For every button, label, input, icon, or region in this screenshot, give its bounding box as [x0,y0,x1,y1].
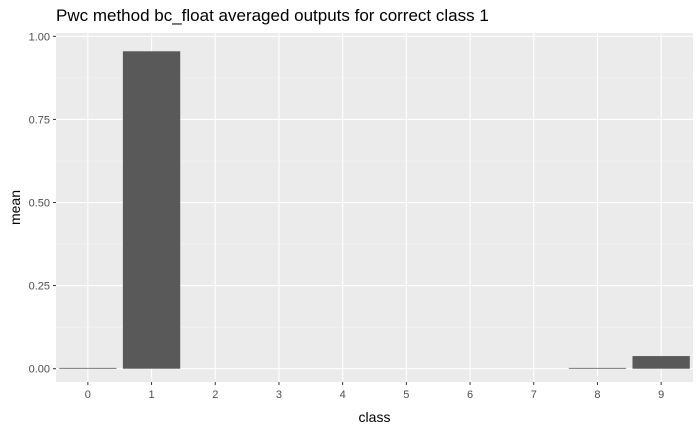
x-tick-label: 6 [467,389,473,401]
y-axis-title: mean [7,190,23,225]
bar-class-8 [568,367,627,369]
y-tick-label: 0.75 [29,114,50,126]
x-tick-label: 4 [340,389,346,401]
x-axis-title: class [359,409,391,425]
bar-class-1 [122,51,181,369]
bars [59,51,690,369]
bar-class-9 [632,356,690,369]
x-tick-label: 9 [658,389,664,401]
x-tick-label: 1 [148,389,154,401]
x-tick-label: 2 [212,389,218,401]
y-tick-label: 0.00 [29,364,50,376]
y-axis: 0.00 0.25 0.50 0.75 1.00 [29,31,56,376]
x-tick-label: 7 [531,389,537,401]
bar-class-0 [59,367,117,369]
x-tick-label: 3 [276,389,282,401]
y-tick-label: 1.00 [29,31,50,43]
x-tick-label: 0 [85,389,91,401]
chart-title: Pwc method bc_float averaged outputs for… [56,6,489,25]
y-tick-label: 0.50 [29,198,50,210]
major-gridlines [56,33,693,382]
x-axis: 0 1 2 3 4 5 6 7 8 9 [85,382,664,401]
x-tick-label: 8 [594,389,600,401]
x-tick-label: 5 [403,389,409,401]
y-tick-label: 0.25 [29,281,50,293]
